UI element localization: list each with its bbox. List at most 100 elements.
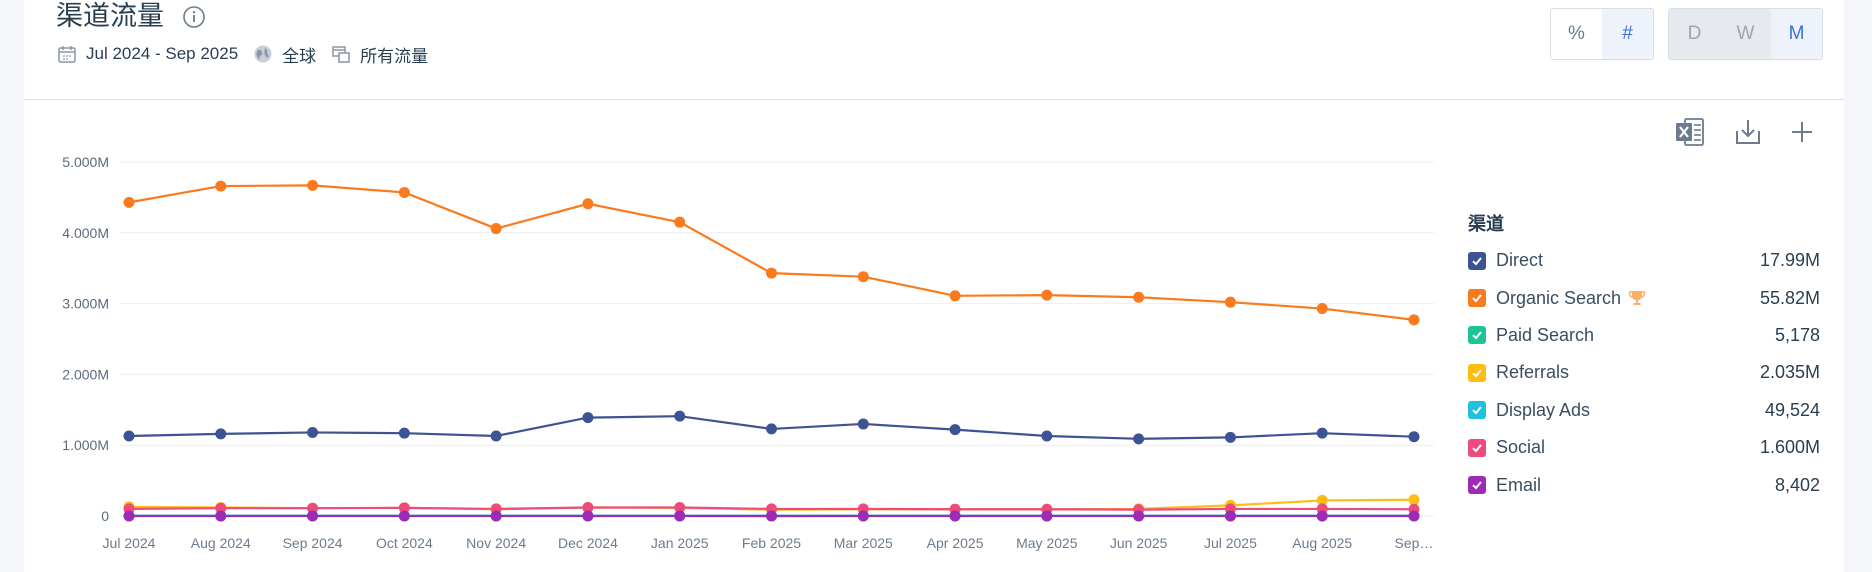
x-tick-label: Mar 2025 xyxy=(834,535,893,551)
data-point-social xyxy=(215,502,227,514)
x-tick-label: Apr 2025 xyxy=(927,535,984,551)
y-tick-label: 1.000M xyxy=(62,437,109,453)
data-point-referrals xyxy=(1408,494,1420,506)
data-point-email xyxy=(215,510,227,522)
data-point-email xyxy=(766,510,777,522)
x-tick-label: Feb 2025 xyxy=(742,535,801,551)
data-point-organic-search xyxy=(1316,303,1328,315)
legend-value: 55.82M xyxy=(1759,287,1820,308)
checkbox-icon[interactable] xyxy=(1468,326,1486,345)
legend-label: Direct xyxy=(1496,250,1544,271)
legend-value: 49,524 xyxy=(1764,399,1820,420)
data-point-direct xyxy=(123,430,135,442)
x-tick-label: Jul 2024 xyxy=(103,535,156,551)
legend-value: 2.035M xyxy=(1759,362,1820,383)
data-point-direct xyxy=(1316,427,1328,439)
data-point-direct xyxy=(582,412,594,424)
data-point-direct xyxy=(1041,430,1053,442)
data-point-organic-search xyxy=(398,186,410,198)
data-point-organic-search xyxy=(307,179,319,191)
data-point-social xyxy=(674,502,686,514)
x-tick-label: May 2025 xyxy=(1016,535,1078,551)
traffic-type[interactable]: 所有流量 xyxy=(360,46,429,66)
trophy-icon xyxy=(1627,288,1647,308)
x-tick-label: Oct 2024 xyxy=(376,535,433,551)
checkbox-icon[interactable] xyxy=(1468,438,1486,457)
legend-item-email[interactable]: Email 8,402 xyxy=(1468,466,1820,503)
card-header: 渠道流量 Jul 2024 - Sep 2025 全球 所有流量 % # D W xyxy=(24,0,1844,100)
data-point-organic-search xyxy=(857,271,869,283)
legend-label: Referrals xyxy=(1496,362,1570,383)
absolute-toggle[interactable]: # xyxy=(1602,9,1653,59)
legend-item-referrals[interactable]: Referrals 2.035M xyxy=(1468,354,1820,391)
data-point-organic-search xyxy=(949,290,961,302)
daily-toggle[interactable]: D xyxy=(1669,9,1720,59)
x-tick-label: Jan 2025 xyxy=(651,535,709,551)
data-point-email xyxy=(307,510,319,522)
calendar-icon xyxy=(56,43,78,65)
data-point-direct xyxy=(398,427,410,439)
data-point-direct xyxy=(307,426,319,438)
y-tick-label: 4.000M xyxy=(62,225,109,241)
percent-toggle[interactable]: % xyxy=(1551,9,1602,59)
legend-value: 17.99M xyxy=(1759,250,1820,271)
data-point-organic-search xyxy=(582,198,594,210)
line-chart: 0 1.000M 2.000M 3.000M 4.000M 5.000M Jul 2024 A… xyxy=(62,154,1434,551)
filter-summary: Jul 2024 - Sep 2025 全球 所有流量 xyxy=(56,42,442,66)
data-point-direct xyxy=(1224,431,1236,443)
legend-item-paid-search[interactable]: Paid Search 5,178 xyxy=(1468,317,1820,354)
checkbox-icon[interactable] xyxy=(1468,289,1486,308)
data-point-email xyxy=(1316,510,1328,522)
data-point-social xyxy=(582,502,594,514)
x-tick-label: Nov 2024 xyxy=(466,535,526,551)
data-point-email xyxy=(1041,510,1053,522)
legend-item-organic-search[interactable]: Organic Search 55.82M xyxy=(1468,279,1820,316)
x-tick-label: Jun 2025 xyxy=(1110,535,1168,551)
data-point-organic-search xyxy=(123,196,135,208)
monthly-toggle[interactable]: M xyxy=(1771,9,1822,59)
data-point-social xyxy=(307,502,319,514)
data-point-organic-search xyxy=(766,267,777,279)
download-icon[interactable] xyxy=(1730,114,1766,150)
date-range[interactable]: Jul 2024 - Sep 2025 xyxy=(86,44,239,63)
legend-item-social[interactable]: Social 1.600M xyxy=(1468,429,1820,466)
legend-value: 1.600M xyxy=(1759,437,1820,458)
weekly-toggle[interactable]: W xyxy=(1720,9,1771,59)
x-tick-label: Sep 2024 xyxy=(283,535,343,551)
data-point-email xyxy=(857,510,869,522)
region[interactable]: 全球 xyxy=(282,46,317,66)
checkbox-icon[interactable] xyxy=(1468,363,1486,382)
data-point-email xyxy=(490,510,502,522)
data-point-direct xyxy=(1408,431,1420,443)
legend-item-direct[interactable]: Direct 17.99M xyxy=(1468,242,1820,279)
data-point-social xyxy=(398,502,410,514)
data-point-organic-search xyxy=(674,216,686,228)
x-tick-label: Aug 2024 xyxy=(191,535,251,551)
legend-item-display-ads[interactable]: Display Ads 49,524 xyxy=(1468,392,1820,429)
data-point-email xyxy=(398,510,410,522)
y-tick-label: 2.000M xyxy=(62,366,109,382)
x-tick-label: Dec 2024 xyxy=(558,535,618,551)
data-point-email xyxy=(582,510,594,522)
data-point-direct xyxy=(674,410,686,422)
legend-title: 渠道 xyxy=(1468,214,1504,234)
info-icon[interactable] xyxy=(182,5,206,29)
data-point-direct xyxy=(1133,433,1145,445)
data-point-organic-search xyxy=(215,180,227,192)
legend-label: Organic Search xyxy=(1496,287,1622,308)
checkbox-icon[interactable] xyxy=(1468,401,1486,420)
y-tick-label: 0 xyxy=(101,508,109,524)
legend-label: Email xyxy=(1496,474,1542,495)
checkbox-icon[interactable] xyxy=(1468,251,1486,270)
x-tick-label: Aug 2025 xyxy=(1292,535,1352,551)
y-tick-label: 5.000M xyxy=(62,154,109,170)
metric-toggle: % # xyxy=(1550,8,1654,60)
data-point-email xyxy=(674,510,686,522)
checkbox-icon[interactable] xyxy=(1468,476,1486,495)
data-point-organic-search xyxy=(1224,296,1236,308)
globe-icon xyxy=(252,43,274,65)
data-point-direct xyxy=(215,428,227,440)
data-point-email xyxy=(1133,510,1145,522)
excel-icon[interactable] xyxy=(1672,114,1708,150)
plus-icon[interactable] xyxy=(1784,114,1820,150)
